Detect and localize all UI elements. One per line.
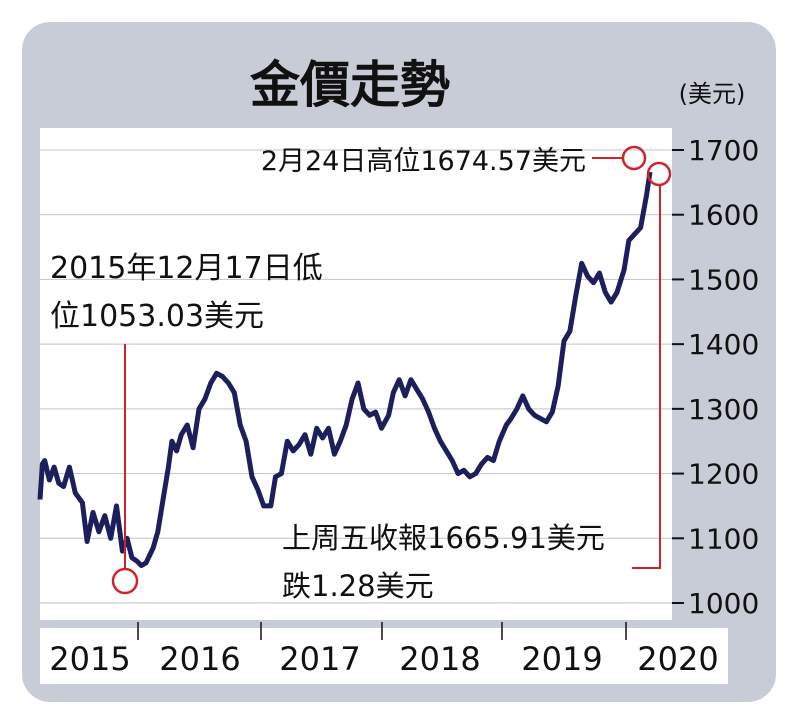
- low-marker: [111, 567, 139, 595]
- y-tick-label: 1400: [688, 328, 759, 361]
- gridlines: [40, 149, 672, 604]
- close-leader-line: [632, 186, 661, 569]
- close-marker: [646, 161, 672, 187]
- x-tick-label: 2019: [521, 640, 602, 678]
- series-line: [37, 171, 653, 568]
- close-annotation-line2: 跌1.28美元: [282, 569, 434, 603]
- year-axis-strip: [40, 628, 728, 684]
- y-tick-label: 1200: [688, 458, 759, 491]
- y-tick-label: 1300: [688, 393, 759, 426]
- y-tick-label: 1100: [688, 522, 759, 555]
- x-tick-label: 2017: [279, 640, 360, 678]
- close-annotation-line1: 上周五收報1665.91美元: [282, 521, 605, 555]
- low-annotation-line1: 2015年12月17日低: [50, 251, 323, 286]
- annotations: 2月24日高位1674.57美元 2015年12月17日低 位1053.03美元…: [50, 145, 672, 603]
- chart-title: 金價走勢: [250, 56, 450, 114]
- x-tick-label: 2015: [49, 640, 130, 678]
- y-tick-label: 1700: [688, 134, 759, 167]
- y-tick-label: 1000: [688, 587, 759, 620]
- y-unit-label: (美元): [679, 80, 746, 108]
- x-axis-years: 2015 2016 2017 2018 2019 2020: [49, 622, 719, 678]
- x-tick-label: 2020: [637, 640, 718, 678]
- x-tick-label: 2016: [159, 640, 240, 678]
- high-annotation: 2月24日高位1674.57美元: [261, 146, 586, 177]
- high-marker: [621, 145, 647, 171]
- x-tick-label: 2018: [399, 640, 480, 678]
- y-tick-label: 1500: [688, 263, 759, 296]
- price-series: [37, 171, 653, 568]
- low-annotation-line2: 位1053.03美元: [50, 299, 264, 334]
- y-axis-ticks: 1000 1100 1200 1300 1400 1500 1600 1700: [672, 134, 759, 620]
- y-tick-label: 1600: [688, 199, 759, 232]
